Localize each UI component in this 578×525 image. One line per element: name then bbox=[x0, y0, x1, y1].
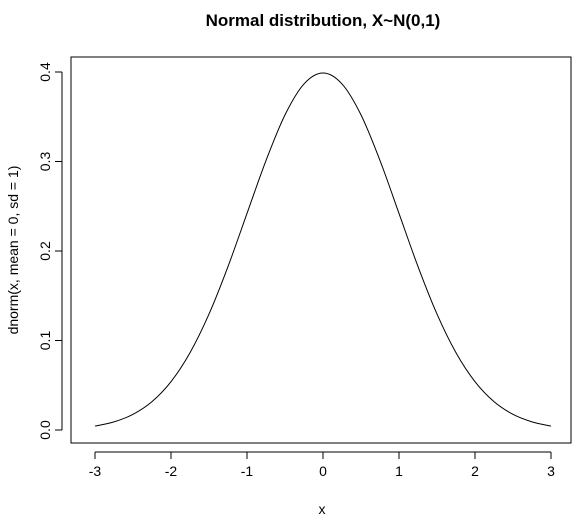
plot-frame bbox=[70, 56, 572, 444]
x-axis: -3 -2 -1 0 1 2 3 bbox=[89, 451, 555, 479]
y-axis: 0.0 0.1 0.2 0.3 0.4 bbox=[37, 62, 63, 440]
y-tick-label: 0.3 bbox=[37, 152, 53, 172]
y-tick-label: 0.0 bbox=[37, 420, 53, 440]
x-tick-label: 0 bbox=[319, 463, 327, 479]
chart-title: Normal distribution, X~N(0,1) bbox=[206, 11, 441, 30]
x-tick-label: -3 bbox=[89, 463, 102, 479]
y-tick-label: 0.2 bbox=[37, 241, 53, 261]
x-tick-label: 2 bbox=[471, 463, 479, 479]
y-tick-label: 0.4 bbox=[37, 62, 53, 82]
y-axis-label: dnorm(x, mean = 0, sd = 1) bbox=[5, 166, 21, 335]
x-axis-label: x bbox=[319, 501, 326, 517]
x-tick-label: 1 bbox=[395, 463, 403, 479]
x-tick-label: -1 bbox=[241, 463, 254, 479]
x-tick-label: 3 bbox=[547, 463, 555, 479]
density-curve bbox=[94, 72, 552, 427]
series-layer bbox=[94, 72, 552, 427]
x-tick-label: -2 bbox=[165, 463, 178, 479]
y-tick-label: 0.1 bbox=[37, 331, 53, 351]
